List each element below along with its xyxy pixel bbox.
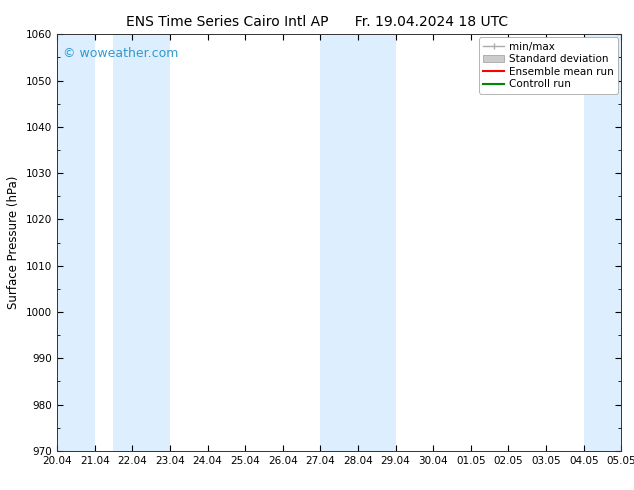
Text: © woweather.com: © woweather.com: [63, 47, 178, 60]
Bar: [113, 34, 170, 451]
Text: ENS Time Series Cairo Intl AP      Fr. 19.04.2024 18 UTC: ENS Time Series Cairo Intl AP Fr. 19.04.…: [126, 15, 508, 29]
Legend: min/max, Standard deviation, Ensemble mean run, Controll run: min/max, Standard deviation, Ensemble me…: [479, 37, 618, 94]
Bar: [320, 34, 396, 451]
Y-axis label: Surface Pressure (hPa): Surface Pressure (hPa): [8, 176, 20, 309]
Bar: [57, 34, 94, 451]
Bar: [584, 34, 634, 451]
